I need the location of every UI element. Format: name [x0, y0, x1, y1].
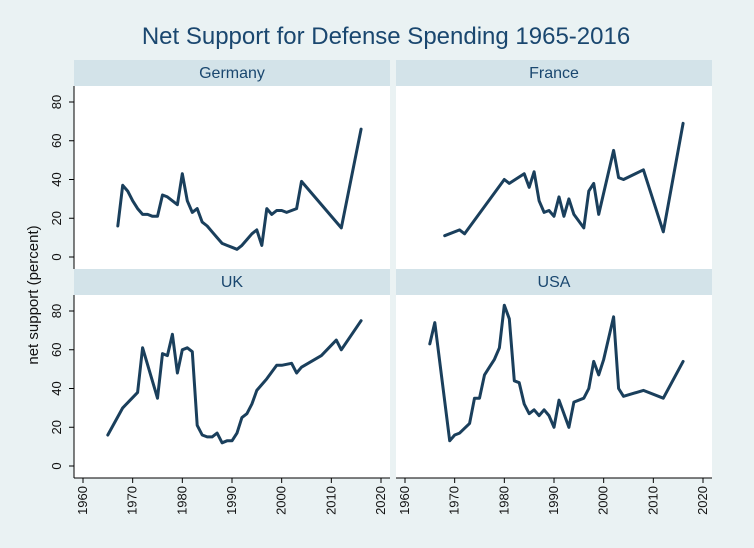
panel-strip — [396, 60, 712, 86]
panel-usa: USA 1960 1970 1980 1990 2000 2010 2020 — [396, 269, 712, 515]
panel-strip-label: France — [529, 65, 579, 82]
plot-area — [396, 295, 712, 478]
plot-area — [396, 86, 712, 269]
x-tick-label: 1970 — [125, 486, 140, 515]
x-tick-label: 1960 — [397, 486, 412, 515]
panel-strip-label: USA — [538, 274, 571, 291]
series-line-uk — [106, 319, 363, 445]
y-tick-label: 40 — [49, 172, 64, 186]
y-tick-label: 20 — [49, 211, 64, 225]
y-tick-label: 80 — [49, 95, 64, 109]
panel-uk: UK 0 20 40 60 80 1960 1970 1980 1990 2000 2010 2020 — [49, 269, 390, 515]
x-tick-label: 1990 — [224, 486, 239, 515]
x-tick-label: 1970 — [447, 486, 462, 515]
panel-strip — [74, 60, 390, 86]
y-tick-label: 60 — [49, 134, 64, 148]
series-line-france — [443, 121, 685, 238]
y-tick-label: 20 — [49, 420, 64, 434]
y-tick-label: 80 — [49, 304, 64, 318]
chart-title: Net Support for Defense Spending 1965-20… — [142, 23, 630, 50]
series-line-germany — [116, 127, 363, 251]
y-tick-label: 40 — [49, 381, 64, 395]
panel-france: France — [396, 60, 712, 269]
panels-group: Germany 0 20 40 60 80 France UK 0 20 40 60 80 1960 197… — [49, 60, 712, 515]
x-tick-label: 2020 — [373, 486, 388, 515]
panel-germany: Germany 0 20 40 60 80 — [49, 60, 390, 269]
y-tick-label: 60 — [49, 343, 64, 357]
x-tick-label: 2010 — [645, 486, 660, 515]
plot-area — [74, 295, 390, 478]
series-line-usa — [428, 303, 685, 443]
x-tick-label: 2000 — [274, 486, 289, 515]
y-tick-label: 0 — [49, 253, 64, 260]
x-tick-label: 1960 — [75, 486, 90, 515]
x-tick-label: 1980 — [496, 486, 511, 515]
y-tick-label: 0 — [49, 462, 64, 469]
x-tick-label: 2000 — [596, 486, 611, 515]
panel-strip-label: Germany — [199, 65, 265, 82]
panel-strip — [74, 269, 390, 295]
plot-area — [74, 86, 390, 269]
x-tick-label: 1990 — [546, 486, 561, 515]
y-axis-label: net support (percent) — [25, 225, 42, 364]
x-tick-label: 2020 — [695, 486, 710, 515]
x-tick-label: 1980 — [174, 486, 189, 515]
panel-strip — [396, 269, 712, 295]
x-tick-label: 2010 — [323, 486, 338, 515]
panel-strip-label: UK — [221, 274, 244, 291]
